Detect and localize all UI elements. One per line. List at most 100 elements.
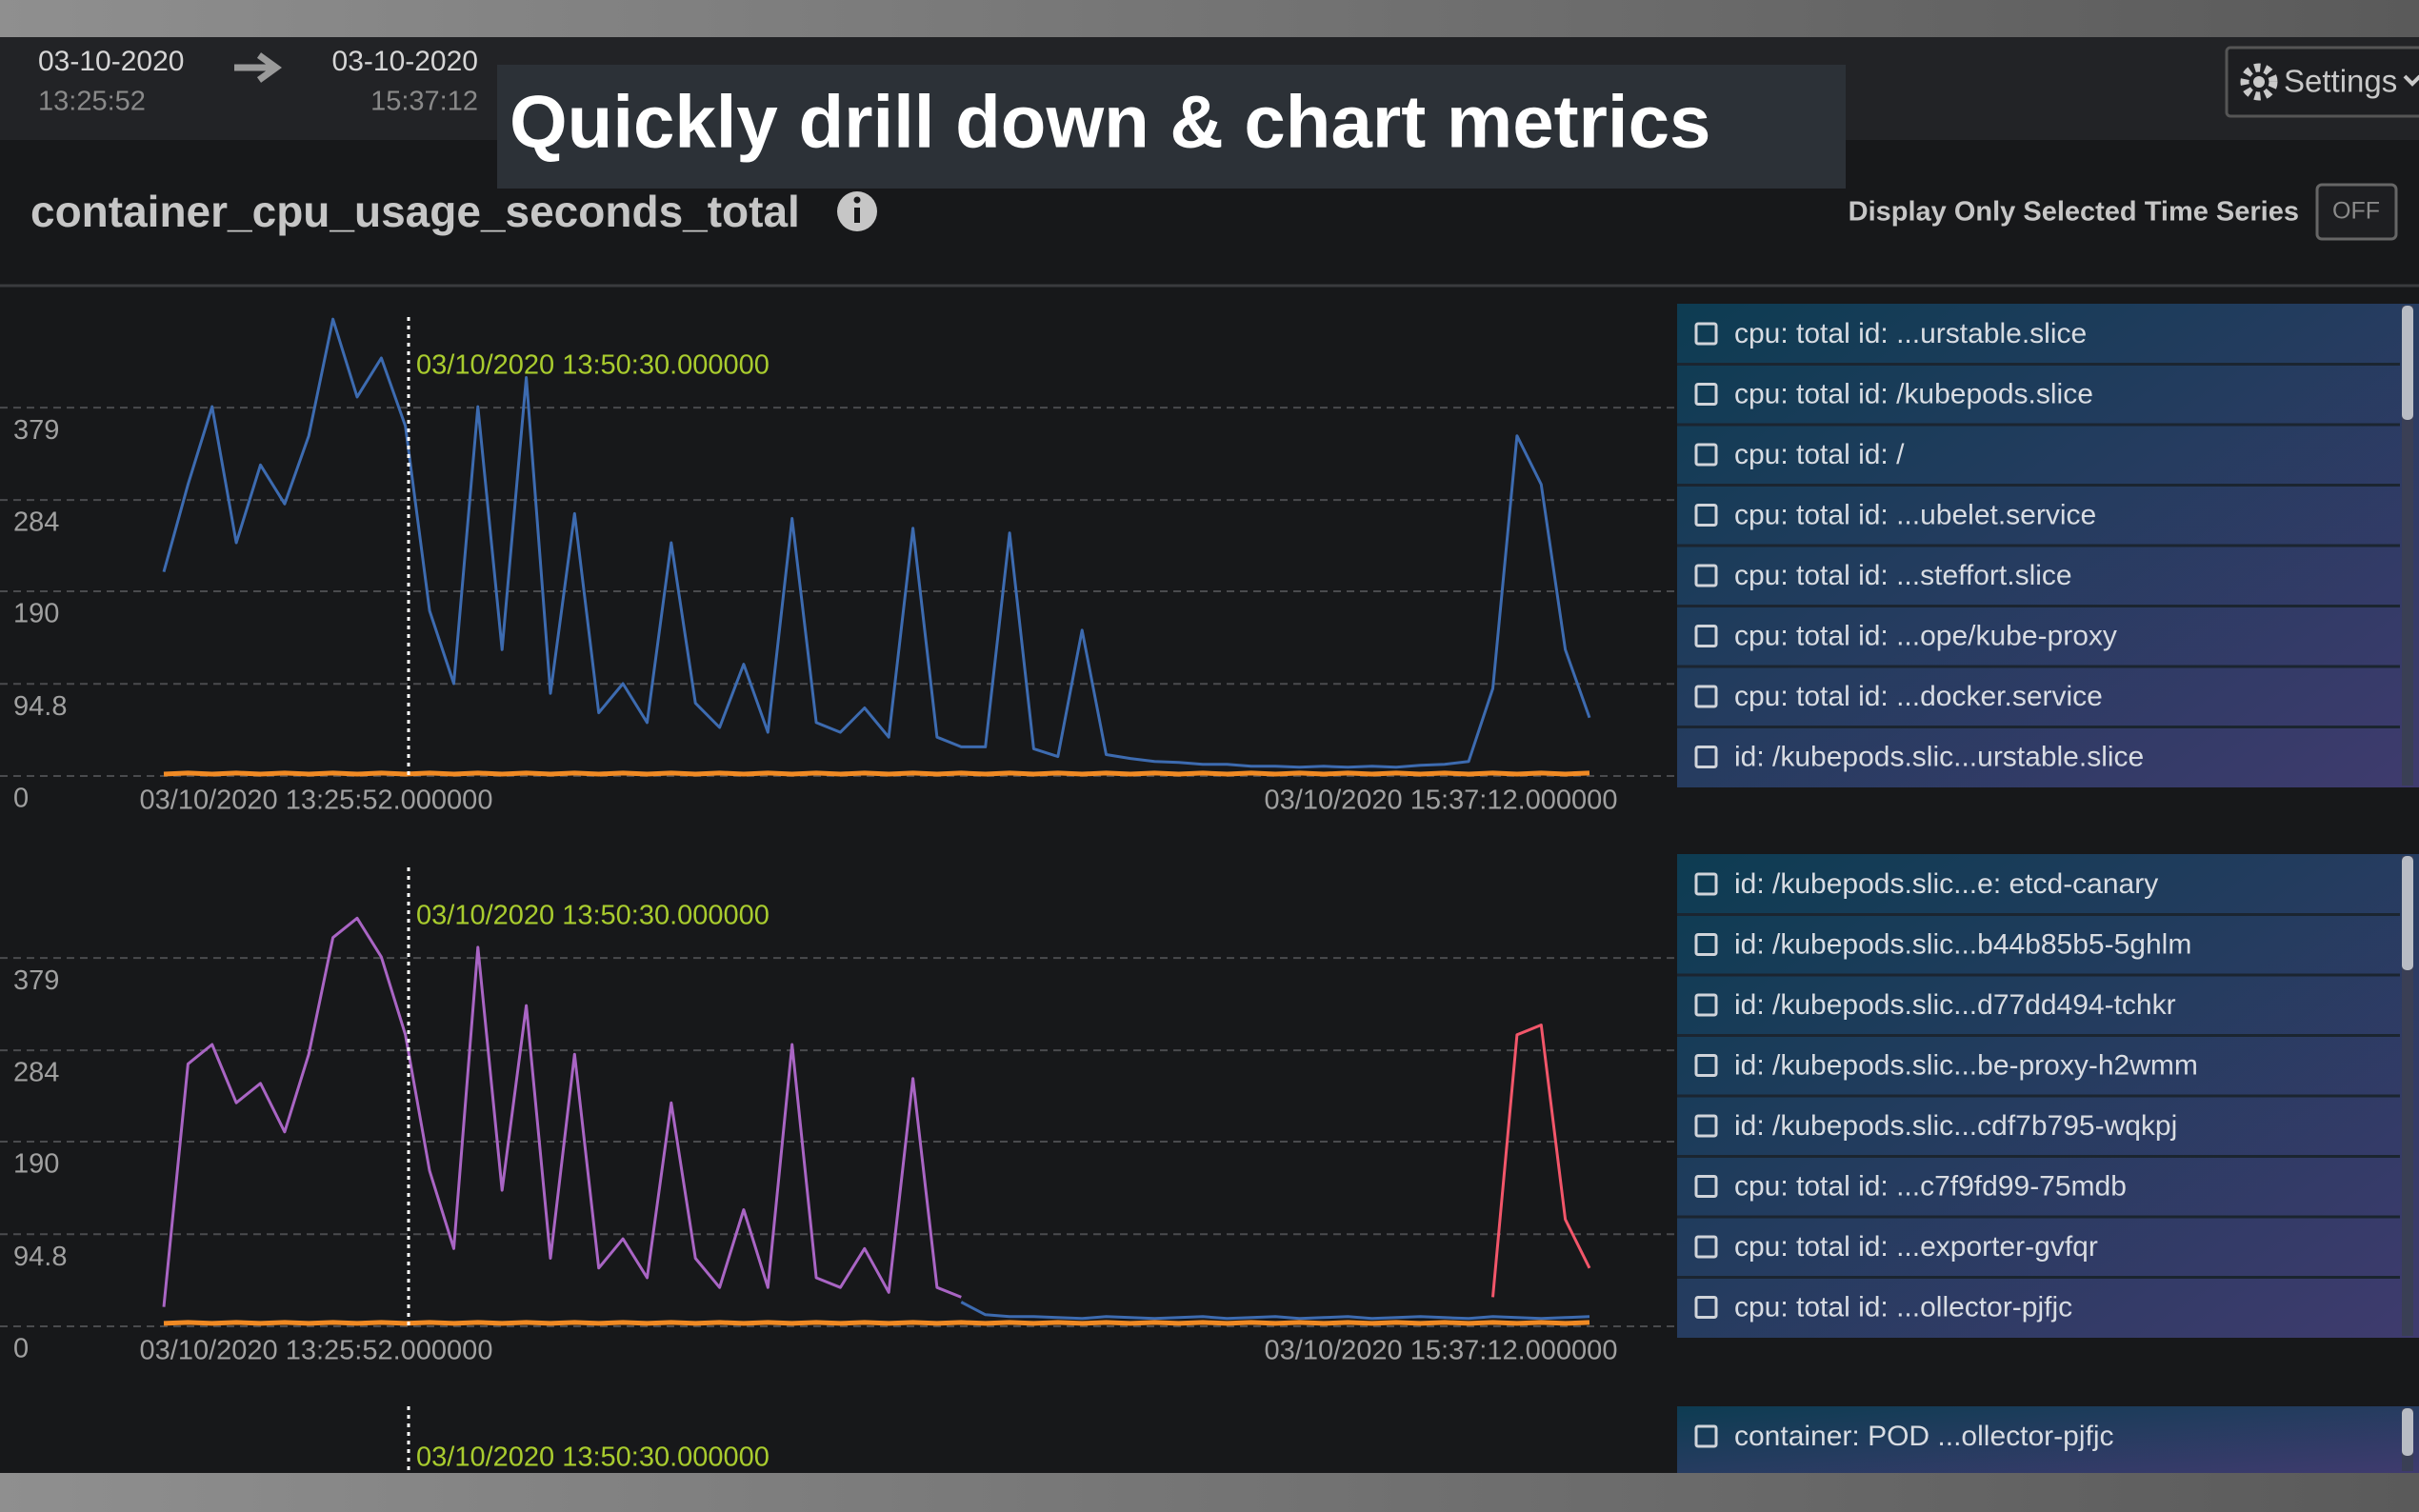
scrollbar-thumb <box>2402 306 2413 420</box>
y-tick-label: 379 <box>13 415 59 446</box>
checkbox <box>1694 1054 1718 1077</box>
series-name: id: /kubepods.slic...be-proxy-h2wmm <box>1734 1049 2198 1081</box>
series-row[interactable]: cpu: total id: ...steffort.slice <box>1677 544 2400 591</box>
checkbox <box>1694 1296 1718 1319</box>
series-line <box>163 770 1590 777</box>
series-row[interactable]: container: POD ...ollector-pjfjc <box>1694 1421 2113 1452</box>
y-tick-label: 0 <box>13 784 29 814</box>
series-row[interactable]: cpu: total id: /kubepods.slice <box>1677 363 2400 410</box>
series-row[interactable]: cpu: total id: ...ollector-pjfjc <box>1677 1276 2400 1323</box>
settings-box <box>2225 46 2419 118</box>
series-name: id: /kubepods.slic...b44b85b5-5ghlm <box>1734 928 2191 960</box>
series-row[interactable]: cpu: total id: ...ope/kube-proxy <box>1677 605 2400 652</box>
arrow-icon <box>234 52 282 83</box>
banner-text: Quickly drill down & chart metrics <box>510 80 1710 164</box>
checkbox <box>1694 322 1718 346</box>
y-tick-label: 190 <box>13 599 59 629</box>
series-line <box>162 916 962 1307</box>
cursor-label: 03/10/2020 13:50:30.000000 <box>416 1442 770 1473</box>
checkbox <box>1694 933 1718 956</box>
end-time: 15:37:12 <box>370 87 478 117</box>
series-list: container: POD ...ollector-pjfjc <box>1677 1406 2419 1473</box>
series-name: cpu: total id: / <box>1734 439 1905 470</box>
frame-bottom <box>0 1473 2419 1512</box>
banner <box>497 65 1846 189</box>
checkbox <box>1694 1424 1718 1448</box>
series-row[interactable]: cpu: total id: / <box>1677 423 2400 470</box>
x-tick-label: 03/10/2020 15:37:12.000000 <box>1265 1336 1618 1366</box>
start-date: 03-10-2020 <box>38 46 184 77</box>
series-name: id: /kubepods.slic...urstable.slice <box>1734 741 2144 772</box>
list-bg <box>1677 1406 2419 1473</box>
checkbox <box>1694 1175 1718 1198</box>
metric-title: container_cpu_usage_seconds_total <box>30 187 800 236</box>
scrollbar-thumb <box>2402 1408 2413 1456</box>
y-tick-label: 190 <box>13 1149 59 1180</box>
series-name: cpu: total id: ...c7f9fd99-75mdb <box>1734 1170 2127 1202</box>
checkbox <box>1694 872 1718 896</box>
series-name: cpu: total id: ...ope/kube-proxy <box>1734 620 2117 651</box>
series-row[interactable]: id: /kubepods.slic...e: etcd-canary <box>1694 868 2158 900</box>
series-name: cpu: total id: ...urstable.slice <box>1734 318 2087 349</box>
checkbox <box>1694 504 1718 527</box>
toggle-state: OFF <box>2332 198 2380 225</box>
series-row[interactable]: cpu: total id: ...ubelet.service <box>1677 484 2400 531</box>
checkbox <box>1694 564 1718 587</box>
series-name: container: POD ...ollector-pjfjc <box>1734 1421 2113 1452</box>
series-row[interactable]: id: /kubepods.slic...urstable.slice <box>1677 726 2400 773</box>
frame-top <box>0 0 2419 37</box>
series-name: cpu: total id: ...docker.service <box>1734 681 2103 712</box>
checkbox <box>1694 443 1718 467</box>
series-row[interactable]: cpu: total id: ...docker.service <box>1677 665 2400 712</box>
scrollbar-thumb <box>2402 856 2413 970</box>
x-tick-label: 03/10/2020 13:25:52.000000 <box>140 1336 493 1366</box>
start-time: 13:25:52 <box>38 87 146 117</box>
y-tick-label: 0 <box>13 1334 29 1364</box>
toggle-label: Display Only Selected Time Series <box>1849 197 2299 228</box>
series-row[interactable]: id: /kubepods.slic...d77dd494-tchkr <box>1677 973 2400 1021</box>
y-tick-label: 379 <box>13 965 59 996</box>
series-row[interactable]: cpu: total id: ...urstable.slice <box>1694 318 2087 349</box>
cursor-label: 03/10/2020 13:50:30.000000 <box>416 901 770 931</box>
end-date: 03-10-2020 <box>332 46 478 77</box>
series-line <box>162 317 1591 769</box>
info-dot <box>853 196 861 204</box>
y-tick-label: 94.8 <box>13 691 67 722</box>
checkbox <box>1694 685 1718 708</box>
series-row[interactable]: cpu: total id: ...exporter-gvfqr <box>1677 1215 2400 1263</box>
y-tick-label: 94.8 <box>13 1242 67 1272</box>
settings-button[interactable]: Settings <box>2225 46 2419 118</box>
toggle-box <box>2315 183 2398 241</box>
scrollbar-track <box>2402 306 2413 786</box>
x-tick-label: 03/10/2020 15:37:12.000000 <box>1265 786 1618 816</box>
gear-icon <box>2240 63 2278 101</box>
series-name: id: /kubepods.slic...d77dd494-tchkr <box>1734 989 2176 1021</box>
series-name: cpu: total id: ...ubelet.service <box>1734 499 2096 530</box>
toggle[interactable]: OFF <box>2315 183 2398 241</box>
checkbox <box>1694 625 1718 647</box>
checkbox <box>1694 1114 1718 1138</box>
series-list: cpu: total id: ...urstable.slice cpu: tot… <box>1677 304 2419 787</box>
checkbox <box>1694 383 1718 406</box>
series-name: id: /kubepods.slic...cdf7b795-wqkpj <box>1734 1110 2177 1142</box>
series-row[interactable]: id: /kubepods.slic...b44b85b5-5ghlm <box>1677 913 2400 961</box>
series-list: id: /kubepods.slic...e: etcd-canary id: /… <box>1677 854 2419 1338</box>
settings-label: Settings <box>2284 64 2397 99</box>
chevron <box>2403 74 2419 87</box>
series-row[interactable]: id: /kubepods.slic...cdf7b795-wqkpj <box>1677 1094 2400 1142</box>
checkbox <box>1694 746 1718 768</box>
series-row[interactable]: cpu: total id: ...c7f9fd99-75mdb <box>1677 1155 2400 1203</box>
series-name: cpu: total id: ...exporter-gvfqr <box>1734 1231 2098 1263</box>
y-tick-label: 284 <box>13 507 59 538</box>
series-row[interactable]: id: /kubepods.slic...be-proxy-h2wmm <box>1677 1034 2400 1082</box>
series-name: id: /kubepods.slic...e: etcd-canary <box>1734 868 2158 900</box>
series-line <box>1491 1024 1591 1298</box>
scrollbar-track <box>2402 856 2413 1336</box>
x-tick-label: 03/10/2020 13:25:52.000000 <box>140 786 493 816</box>
series-line <box>960 1301 1590 1321</box>
gear-core <box>2253 76 2265 88</box>
series-name: cpu: total id: /kubepods.slice <box>1734 378 2093 409</box>
checkbox <box>1694 993 1718 1017</box>
